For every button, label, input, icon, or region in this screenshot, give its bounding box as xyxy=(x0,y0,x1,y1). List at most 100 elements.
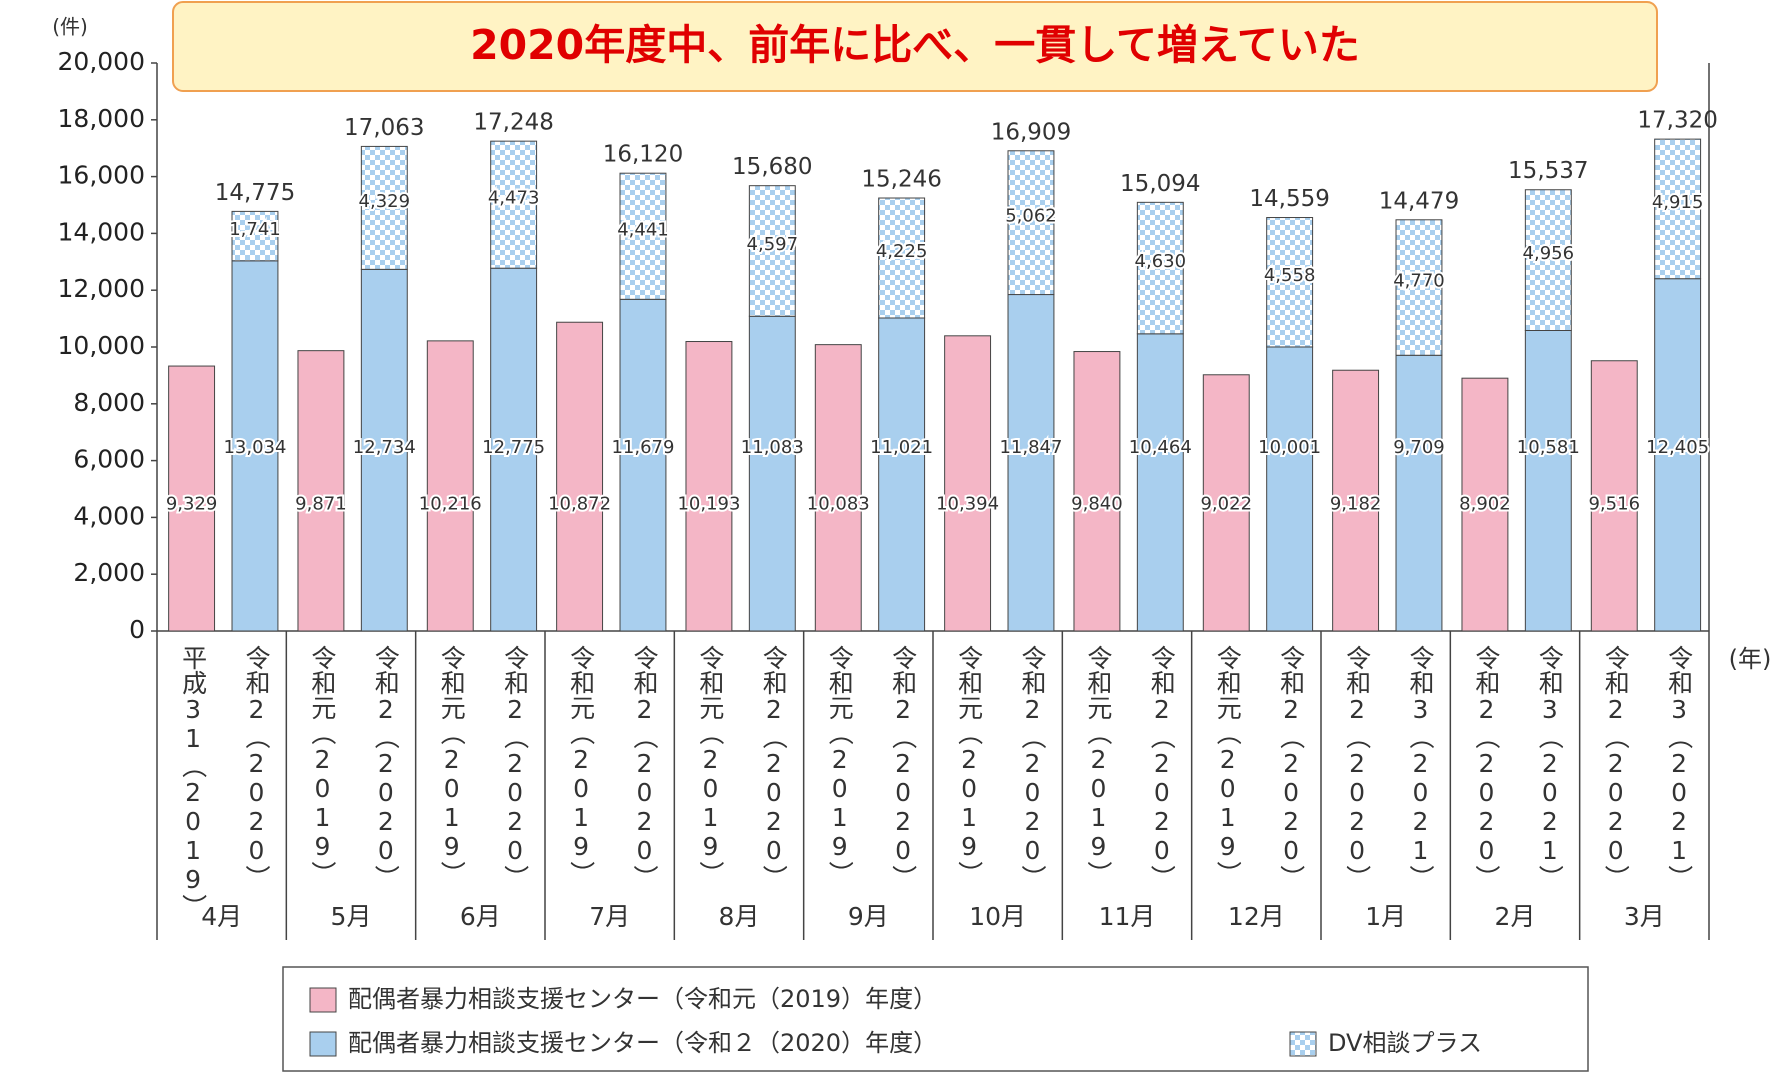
legend-swatch xyxy=(309,1031,337,1057)
bar xyxy=(297,350,345,632)
bar xyxy=(168,365,216,632)
value-label: 9,840 xyxy=(1071,494,1123,515)
value-label: 12,734 xyxy=(353,437,416,458)
bar-label: 令和2（2020） xyxy=(889,645,918,890)
value-label: 4,558 xyxy=(1264,265,1316,286)
bar xyxy=(426,340,474,632)
value-label: 9,022 xyxy=(1200,494,1252,515)
legend-swatch xyxy=(309,987,337,1013)
value-label: 1,741 xyxy=(229,219,281,240)
value-label: 10,193 xyxy=(677,494,740,515)
y-tick-label: 18,000 xyxy=(58,104,145,133)
y-tick-label: 4,000 xyxy=(73,501,145,530)
x-tick-label: 12月 xyxy=(1228,902,1285,931)
bar-label: 令和元（2019） xyxy=(1213,645,1242,886)
bar-label: 令和3（2021） xyxy=(1406,645,1435,890)
x-tick-label: 4月 xyxy=(201,902,242,931)
value-label: 5,062 xyxy=(1005,206,1057,227)
value-label: 10,581 xyxy=(1517,437,1580,458)
bar xyxy=(619,298,667,632)
x-tick-label: 5月 xyxy=(331,902,372,931)
bar-label: 令和3（2021） xyxy=(1665,645,1694,890)
bar-label: 令和元（2019） xyxy=(437,645,466,886)
bar-segment xyxy=(1007,150,1055,296)
total-label: 15,246 xyxy=(861,167,941,193)
bar-label: 令和2（2020） xyxy=(630,645,659,890)
value-label: 4,441 xyxy=(617,219,669,240)
y-tick-label: 12,000 xyxy=(58,274,145,303)
bar xyxy=(1590,360,1638,632)
bar-label: 令和元（2019） xyxy=(308,645,337,886)
bar-segment xyxy=(360,145,408,270)
bar-label: 令和元（2019） xyxy=(825,645,854,886)
bar-label: 令和元（2019） xyxy=(1084,645,1113,886)
value-label: 11,847 xyxy=(999,437,1062,458)
x-tick-label: 10月 xyxy=(969,902,1026,931)
value-label: 11,679 xyxy=(611,437,674,458)
bar xyxy=(1202,374,1250,632)
y-unit: (件) xyxy=(52,15,88,39)
bar xyxy=(1266,346,1314,632)
bar-label: 令和2（2020） xyxy=(1472,645,1501,890)
value-label: 10,001 xyxy=(1258,437,1321,458)
value-label: 10,394 xyxy=(936,494,999,515)
value-label: 8,902 xyxy=(1459,494,1511,515)
x-tick-label: 3月 xyxy=(1624,902,1665,931)
value-label: 9,182 xyxy=(1330,494,1382,515)
bar-label: 平成31（2019） xyxy=(179,645,208,919)
bar-label: 令和元（2019） xyxy=(696,645,725,886)
bar xyxy=(556,321,604,632)
y-tick-label: 10,000 xyxy=(58,331,145,360)
x-tick-label: 8月 xyxy=(719,902,760,931)
x-tick-label: 9月 xyxy=(848,902,889,931)
bar-segment xyxy=(490,140,538,269)
total-label: 17,063 xyxy=(344,115,424,141)
value-label: 4,329 xyxy=(359,191,411,212)
bar-label: 令和元（2019） xyxy=(567,645,596,886)
bar-segment xyxy=(1266,217,1314,348)
total-label: 16,120 xyxy=(603,142,683,168)
value-label: 4,597 xyxy=(747,234,799,255)
bar xyxy=(685,341,733,632)
y-tick-label: 20,000 xyxy=(58,47,145,76)
bar xyxy=(1524,329,1572,632)
bar-label: 令和2（2020） xyxy=(1277,645,1306,890)
title-box xyxy=(172,1,1658,92)
value-label: 4,473 xyxy=(488,188,540,209)
value-label: 4,770 xyxy=(1393,271,1445,292)
x-tick-label: 2月 xyxy=(1495,902,1536,931)
y-tick-label: 16,000 xyxy=(58,161,145,190)
bar-segment xyxy=(878,197,926,319)
chart-title: 2020年度中、前年に比べ、一貫して増えていた xyxy=(470,21,1360,69)
value-label: 10,872 xyxy=(548,494,611,515)
legend-label: 配偶者暴力相談支援センター（令和２（2020）年度） xyxy=(348,1029,937,1057)
bar-segment xyxy=(619,172,667,300)
value-label: 12,775 xyxy=(482,437,545,458)
bar xyxy=(231,260,279,632)
y-tick-label: 14,000 xyxy=(58,217,145,246)
legend-label: DV相談プラス xyxy=(1328,1029,1482,1057)
value-label: 10,464 xyxy=(1129,437,1192,458)
value-label: 4,630 xyxy=(1135,251,1187,272)
x-unit: (年) xyxy=(1729,645,1772,673)
bar xyxy=(814,344,862,632)
bar xyxy=(490,267,538,632)
bar xyxy=(1461,377,1509,632)
bar-label: 令和2（2020） xyxy=(759,645,788,890)
x-tick-label: 1月 xyxy=(1365,902,1406,931)
bar-label: 令和元（2019） xyxy=(955,645,984,886)
total-label: 15,680 xyxy=(732,154,812,180)
value-label: 11,021 xyxy=(870,437,933,458)
value-label: 9,871 xyxy=(295,494,347,515)
bar xyxy=(1073,351,1121,632)
total-label: 15,094 xyxy=(1120,171,1200,197)
total-label: 14,775 xyxy=(215,180,295,206)
x-tick-label: 7月 xyxy=(589,902,630,931)
value-label: 9,709 xyxy=(1393,437,1445,458)
bar-label: 令和2（2020） xyxy=(242,645,271,890)
bar-segment xyxy=(231,210,279,262)
total-label: 17,320 xyxy=(1637,108,1717,134)
bar-segment xyxy=(1524,189,1572,331)
y-tick-label: 0 xyxy=(129,615,145,644)
